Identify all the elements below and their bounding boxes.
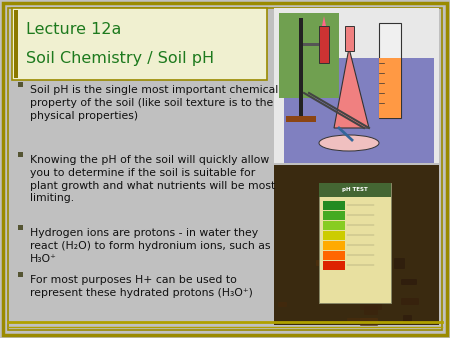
Text: Soil Chemistry / Soil pH: Soil Chemistry / Soil pH xyxy=(26,50,214,66)
Polygon shape xyxy=(319,26,329,63)
FancyBboxPatch shape xyxy=(352,252,359,262)
FancyBboxPatch shape xyxy=(303,43,328,46)
FancyBboxPatch shape xyxy=(365,258,388,269)
FancyBboxPatch shape xyxy=(345,26,354,51)
Text: Lecture 12a: Lecture 12a xyxy=(26,23,122,38)
FancyBboxPatch shape xyxy=(405,267,422,278)
FancyBboxPatch shape xyxy=(14,10,18,78)
Text: For most purposes H+ can be used to
represent these hydrated protons (H₃O⁺): For most purposes H+ can be used to repr… xyxy=(30,275,253,298)
FancyBboxPatch shape xyxy=(323,201,345,210)
FancyBboxPatch shape xyxy=(279,13,339,98)
FancyBboxPatch shape xyxy=(327,249,348,256)
FancyBboxPatch shape xyxy=(286,116,316,122)
Ellipse shape xyxy=(319,135,379,151)
FancyBboxPatch shape xyxy=(355,297,375,307)
FancyBboxPatch shape xyxy=(309,287,319,292)
Text: pH TEST: pH TEST xyxy=(342,188,368,193)
FancyBboxPatch shape xyxy=(319,183,391,197)
Text: Knowing the pH of the soil will quickly allow
you to determine if the soil is su: Knowing the pH of the soil will quickly … xyxy=(30,155,275,203)
FancyBboxPatch shape xyxy=(297,246,319,256)
FancyBboxPatch shape xyxy=(319,183,391,303)
FancyBboxPatch shape xyxy=(323,261,345,270)
FancyBboxPatch shape xyxy=(299,18,303,118)
FancyBboxPatch shape xyxy=(379,23,401,118)
FancyBboxPatch shape xyxy=(385,265,406,275)
FancyBboxPatch shape xyxy=(323,221,345,230)
FancyBboxPatch shape xyxy=(389,277,396,286)
FancyBboxPatch shape xyxy=(323,251,345,260)
Polygon shape xyxy=(334,48,369,128)
FancyBboxPatch shape xyxy=(379,58,401,118)
Text: Hydrogen ions are protons - in water they
react (H₂O) to form hydronium ions, su: Hydrogen ions are protons - in water the… xyxy=(30,228,270,264)
Polygon shape xyxy=(322,16,326,26)
FancyBboxPatch shape xyxy=(323,211,345,220)
Polygon shape xyxy=(284,58,434,163)
FancyBboxPatch shape xyxy=(18,152,23,157)
FancyBboxPatch shape xyxy=(333,305,343,315)
FancyBboxPatch shape xyxy=(18,82,23,87)
FancyBboxPatch shape xyxy=(274,8,439,163)
FancyBboxPatch shape xyxy=(323,275,340,284)
FancyBboxPatch shape xyxy=(18,225,23,230)
FancyBboxPatch shape xyxy=(12,8,267,80)
FancyBboxPatch shape xyxy=(274,165,439,325)
FancyBboxPatch shape xyxy=(393,309,409,320)
FancyBboxPatch shape xyxy=(323,241,345,250)
FancyBboxPatch shape xyxy=(323,231,345,240)
Text: Soil pH is the single most important chemical
property of the soil (like soil te: Soil pH is the single most important che… xyxy=(30,85,278,121)
FancyBboxPatch shape xyxy=(18,272,23,277)
